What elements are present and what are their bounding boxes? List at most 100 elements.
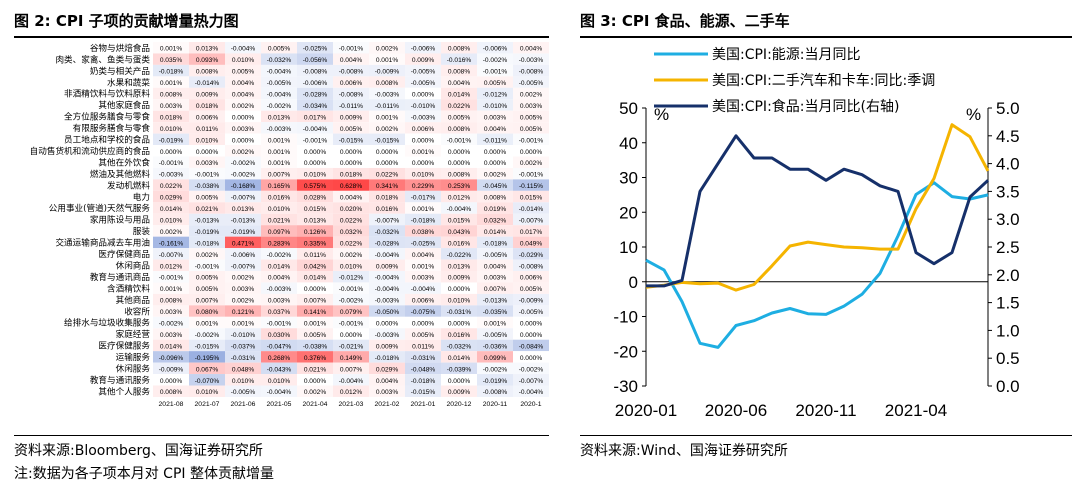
heatmap-cell: [189, 282, 225, 294]
heatmap-cell: [513, 374, 549, 386]
heatmap-cell: [405, 99, 441, 111]
heatmap-cell-value: 0.022%: [160, 183, 183, 190]
heatmap-cell: [513, 110, 549, 123]
heatmap-cell: [333, 145, 369, 157]
heatmap-cell-value: 0.018%: [376, 195, 399, 202]
heatmap-cell-value: 0.014%: [448, 355, 471, 362]
heatmap-cell: [441, 87, 477, 100]
heatmap-cell: [333, 190, 369, 203]
heatmap-cell-value: -0.005%: [231, 389, 256, 396]
heatmap-cell-value: -0.045%: [483, 183, 508, 190]
heatmap-cell-value: -0.012%: [339, 275, 364, 282]
heatmap-cell-value: -0.195%: [195, 355, 220, 362]
heatmap-cell-value: 0.002%: [520, 160, 543, 167]
heatmap-cell-value: -0.048%: [411, 366, 436, 373]
heatmap-cell-value: 0.000%: [376, 160, 399, 167]
heatmap-cell: [225, 190, 261, 203]
heatmap-cell-value: 0.126%: [304, 229, 327, 236]
heatmap-cell: [189, 236, 225, 249]
heatmap-cell: [369, 145, 405, 157]
heatmap-cell-value: 0.000%: [304, 160, 327, 167]
heatmap-cell-value: 0.008%: [160, 389, 183, 396]
heatmap-cell-value: -0.025%: [303, 46, 328, 53]
heatmap-column-label: 2020-11: [483, 401, 508, 408]
heatmap-cell-value: 0.005%: [412, 332, 435, 339]
heatmap-cell: [513, 190, 549, 203]
heatmap-cell: [333, 110, 369, 123]
heatmap-cell-value: 0.007%: [304, 298, 327, 305]
heatmap-cell-value: -0.011%: [483, 137, 507, 144]
heatmap-cell: [333, 351, 369, 363]
line-chart: -30 -20 -10 0 10 20 30 40 50 0.0 0.5 1.0 1.5 2.0 2.5 3.…: [613, 47, 1020, 420]
heatmap-cell-value: -0.075%: [411, 309, 436, 316]
heatmap-cell-value: 0.003%: [412, 275, 435, 282]
heatmap-cell-value: 0.003%: [232, 286, 255, 293]
heatmap-cell-value: -0.002%: [339, 298, 364, 305]
heatmap-cell: [441, 316, 477, 329]
heatmap-cell-value: -0.004%: [267, 389, 292, 396]
heatmap-cell: [261, 374, 297, 386]
heatmap-cell-value: -0.003%: [267, 286, 292, 293]
heatmap-cell: [225, 156, 261, 168]
heatmap-cell-value: 0.004%: [232, 92, 255, 99]
heatmap-cell-value: 0.002%: [196, 252, 219, 259]
heatmap-cell-value: 0.006%: [340, 80, 363, 87]
heatmap-cell: [225, 316, 261, 329]
heatmap-cell: [297, 351, 333, 363]
heatmap-cell-value: 0.004%: [268, 275, 291, 282]
heatmap-cell-value: -0.096%: [159, 355, 184, 362]
heatmap-cell: [297, 259, 333, 271]
heatmap-cell-value: -0.001%: [195, 263, 220, 270]
heatmap-cell: [513, 351, 549, 363]
heatmap-row-label: 全方位服务膳食与零食: [64, 111, 150, 123]
heatmap-cell: [189, 110, 225, 123]
heatmap-cell-value: -0.007%: [231, 195, 256, 202]
heatmap-cell-value: -0.011%: [339, 103, 363, 110]
line-source: 资料来源:Wind、国海证券研究所: [580, 443, 788, 459]
heatmap-cell: [333, 64, 369, 77]
heatmap-cell-value: -0.001%: [447, 137, 472, 144]
heatmap-cell-value: -0.001%: [303, 137, 328, 144]
heatmap-cell: [477, 339, 513, 352]
heatmap-cell-value: 0.002%: [232, 298, 255, 305]
heatmap-cell-value: -0.039%: [447, 366, 472, 373]
x-tick-label: 2021-04: [885, 401, 947, 420]
heatmap-cell: [405, 248, 441, 260]
heatmap-cell-value: -0.004%: [411, 286, 436, 293]
heatmap-cell-value: 0.000%: [232, 114, 255, 121]
heatmap-cell: [513, 316, 549, 329]
heatmap-cell-value: 0.010%: [160, 126, 183, 133]
heatmap-cell-value: 0.013%: [268, 114, 291, 121]
heatmap-cell-value: 0.471%: [232, 240, 255, 247]
heatmap-cell: [477, 236, 513, 249]
heatmap-chart: 谷物与烘焙食品 0.001% 0.013% -0.004% 0.005% -0.025% -…: [30, 42, 549, 408]
heatmap-cell: [333, 385, 369, 397]
heatmap-cell-value: 0.012%: [340, 389, 363, 396]
legend-label: 美国:CPI:二手汽车和卡车:同比:季调: [712, 72, 935, 89]
heatmap-cell: [261, 271, 297, 283]
heatmap-cell: [369, 99, 405, 111]
heatmap-cell: [297, 271, 333, 283]
heatmap-cell-value: -0.003%: [267, 126, 292, 133]
heatmap-cell: [513, 133, 549, 146]
heatmap-cell-value: 0.015%: [304, 206, 327, 213]
heatmap-cell-value: 0.006%: [520, 275, 543, 282]
heatmap-cell: [405, 271, 441, 283]
heatmap-cell-value: 0.003%: [196, 160, 219, 167]
heatmap-cell-value: 0.002%: [376, 126, 399, 133]
heatmap-cell: [477, 305, 513, 317]
heatmap-cell: [297, 362, 333, 375]
heatmap-cell: [405, 42, 441, 54]
heatmap-cell: [369, 271, 405, 283]
heatmap-cell: [513, 202, 549, 214]
heatmap-cell: [369, 339, 405, 352]
heatmap-cell: [297, 339, 333, 352]
heatmap-cell: [225, 53, 261, 65]
heatmap-cell-value: 0.016%: [448, 332, 471, 339]
heatmap-cell-value: 0.004%: [340, 57, 363, 64]
heatmap-cell-value: 0.001%: [160, 46, 183, 53]
right-y-tick-label: 4.0: [996, 155, 1020, 174]
heatmap-cell-value: -0.019%: [483, 378, 508, 385]
heatmap-cell: [477, 145, 513, 157]
heatmap-cell: [441, 167, 477, 180]
